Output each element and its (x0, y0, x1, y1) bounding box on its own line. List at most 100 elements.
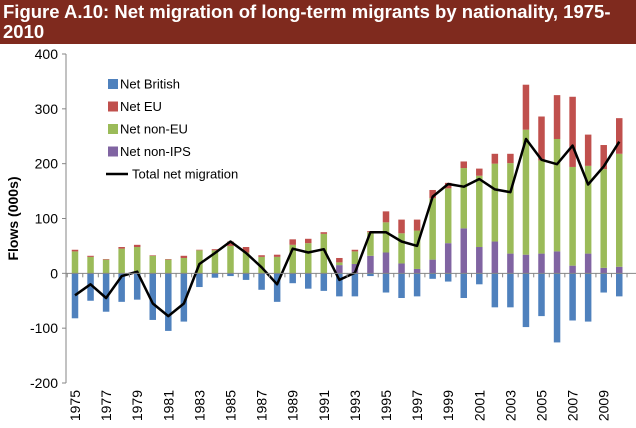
x-tick-label: 1981 (160, 390, 176, 421)
chart-area: -200 -100 0 100 200 300 400 Flows (000s) 1975 197… (5, 46, 636, 421)
bar-net-non-eu (320, 233, 328, 274)
bar-net-non-eu (305, 243, 312, 274)
bar-net-british (398, 273, 405, 299)
bar-net-eu (273, 254, 281, 257)
x-tick-label: 1985 (223, 390, 239, 421)
bar-net-non-eu (616, 153, 623, 267)
bar-net-non-eu (491, 163, 499, 242)
bar-net-eu (196, 249, 203, 251)
bar-net-non-eu (522, 129, 530, 255)
bar-net-eu (71, 249, 79, 252)
bar-net-eu (165, 259, 172, 260)
bar-net-non-ips (413, 268, 421, 274)
bar-net-non-eu (289, 244, 296, 274)
y-tick-label: 0 (50, 265, 58, 281)
bar-net-british (382, 273, 390, 293)
bar-net-non-eu (351, 251, 359, 265)
bar-net-british (367, 273, 374, 277)
bar-net-british (616, 273, 623, 297)
bar-net-non-eu (196, 250, 203, 274)
bar-net-eu (382, 211, 390, 223)
bar-net-eu (149, 255, 156, 256)
bar-net-non-ips (553, 251, 561, 274)
bar-net-non-ips (351, 264, 359, 274)
bar-net-non-ips (336, 265, 343, 274)
bar-net-non-ips (522, 254, 530, 274)
bar-net-non-ips (429, 259, 436, 274)
bar-net-british (87, 273, 94, 301)
bar-net-eu (227, 241, 234, 246)
y-tick-label: 300 (35, 101, 59, 117)
bar-net-non-ips (367, 255, 374, 274)
bar-net-non-eu (336, 262, 343, 266)
bar-net-eu (180, 255, 188, 258)
bar-net-eu (476, 168, 483, 176)
chart-bars (71, 84, 623, 343)
bar-net-non-eu (211, 250, 219, 274)
y-tick-label: -200 (30, 375, 58, 391)
bar-net-non-ips (382, 252, 390, 274)
bar-net-non-eu (538, 160, 545, 254)
bar-net-eu (600, 145, 607, 170)
bar-net-british (180, 273, 188, 322)
bar-net-non-eu (367, 232, 374, 256)
bar-net-british (273, 273, 281, 302)
bar-net-non-eu (242, 252, 250, 274)
bar-net-british (569, 273, 576, 321)
bar-net-non-eu (569, 166, 576, 266)
bar-net-eu (118, 247, 125, 249)
y-tick-label: 100 (35, 211, 59, 227)
bar-net-non-eu (382, 222, 390, 253)
bar-net-british (476, 273, 483, 285)
bar-net-non-eu (227, 245, 234, 274)
bar-net-non-ips (491, 241, 499, 274)
bar-net-non-eu (476, 175, 483, 248)
bar-net-eu (258, 255, 265, 257)
x-tick-label: 1997 (409, 390, 425, 421)
bar-net-british (444, 273, 452, 282)
bar-net-eu (538, 116, 545, 161)
bar-net-eu (429, 189, 436, 199)
bar-net-non-eu (553, 138, 561, 252)
x-tick-label: 2003 (502, 390, 518, 421)
bar-net-eu (413, 219, 421, 231)
y-axis-title: Flows (000s) (5, 176, 21, 260)
bar-net-british (460, 273, 467, 299)
x-tick-label: 1977 (98, 390, 114, 421)
bar-net-eu (584, 134, 592, 166)
x-tick-label: 1975 (67, 390, 83, 421)
x-tick-label: 1993 (347, 390, 363, 421)
bar-net-eu (351, 249, 359, 252)
bar-net-non-eu (118, 248, 125, 274)
bar-net-non-eu (273, 256, 281, 274)
bar-net-non-ips (444, 243, 452, 274)
bar-net-british (507, 273, 514, 308)
bar-net-british (149, 273, 156, 320)
bar-net-eu (211, 249, 219, 251)
bar-net-eu (289, 239, 296, 245)
x-tick-label: 1979 (129, 390, 145, 421)
bar-net-british (429, 273, 436, 279)
x-tick-label: 1983 (191, 390, 207, 421)
bar-net-eu (133, 244, 141, 248)
bar-net-eu (616, 118, 623, 154)
bar-net-british (71, 273, 79, 319)
legend-label-net-british: Net British (120, 77, 180, 92)
bar-net-british (538, 273, 545, 317)
bar-net-british (289, 273, 296, 284)
x-tick-label: 1999 (440, 390, 456, 421)
chart-title: Figure A.10: Net migration of long-term … (3, 1, 611, 42)
bar-net-eu (320, 232, 328, 234)
legend-label-net-non-eu: Net non-EU (120, 122, 188, 137)
x-tick-label: 1991 (316, 390, 332, 421)
legend-label-total: Total net migration (132, 167, 238, 182)
bar-net-eu (553, 95, 561, 139)
bar-net-non-ips (538, 253, 545, 274)
chart-axes: -200 -100 0 100 200 300 400 Flows (000s) 1975 197… (5, 46, 636, 421)
bar-net-non-eu (87, 256, 94, 274)
bar-net-non-eu (413, 230, 421, 269)
bar-net-british (305, 273, 312, 289)
bar-net-british (413, 273, 421, 297)
x-tick-label: 2001 (471, 390, 487, 421)
bar-net-british (584, 273, 592, 322)
